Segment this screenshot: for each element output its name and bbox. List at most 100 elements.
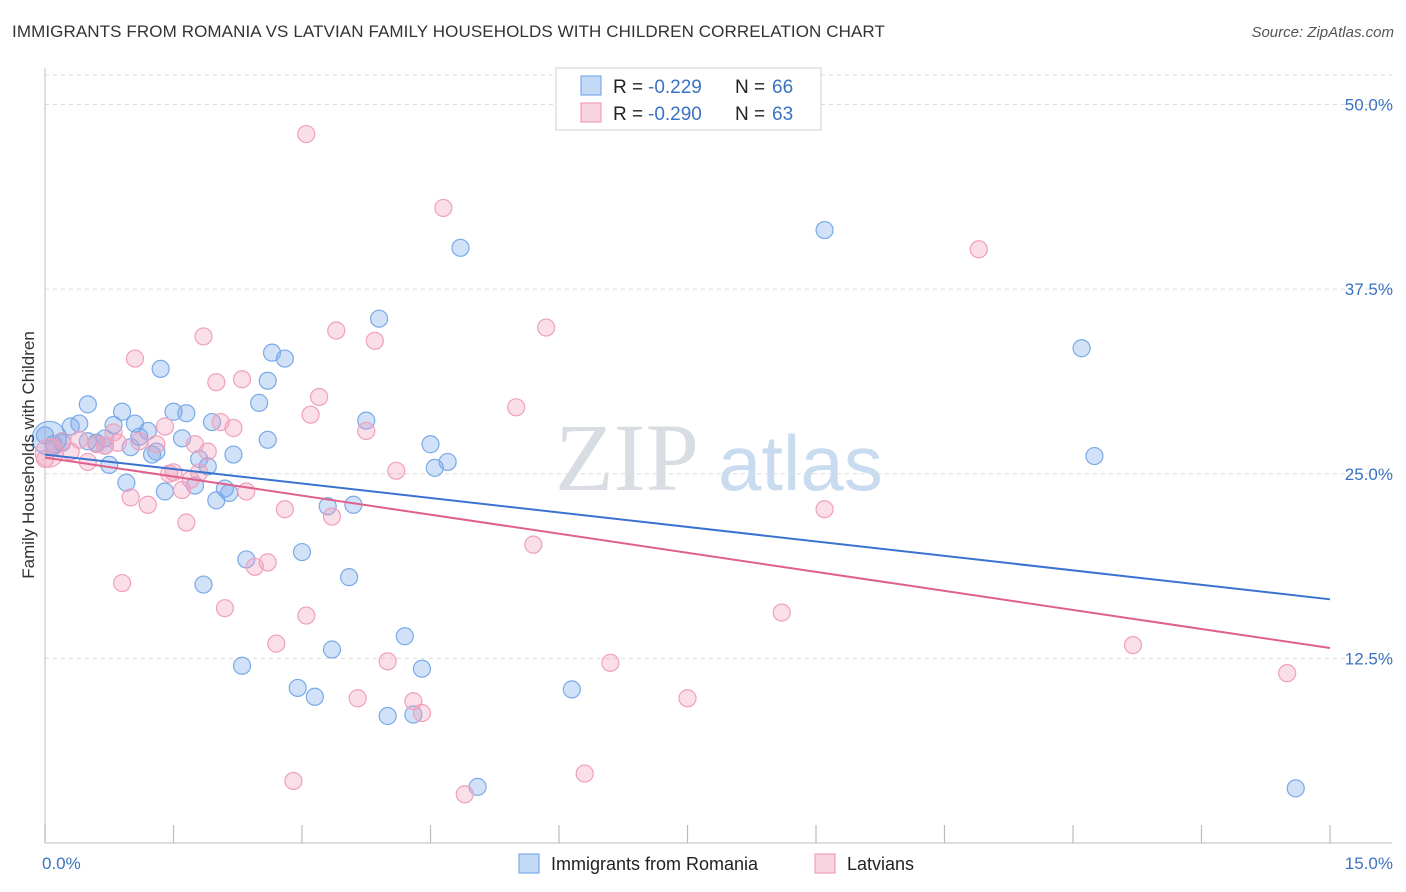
- tick-labels: 12.5% 25.0% 37.5% 50.0% 0.0% 15.0%: [42, 96, 1393, 873]
- y-tick-label: 12.5%: [1345, 649, 1393, 668]
- data-point: [301, 405, 320, 424]
- data-point: [412, 703, 432, 723]
- data-point: [327, 321, 346, 340]
- legend-n-label-romania: N =: [735, 77, 765, 98]
- data-point: [267, 634, 286, 653]
- data-point: [112, 402, 132, 421]
- data-point: [215, 599, 234, 618]
- data-point: [434, 198, 453, 218]
- data-point: [250, 393, 269, 412]
- data-point: [387, 461, 406, 480]
- y-tick-label: 25.0%: [1345, 465, 1393, 484]
- bottom-legend-label-latvians: Latvians: [847, 854, 914, 874]
- data-point: [357, 421, 376, 441]
- legend-r-label-latvians: R =: [613, 104, 643, 125]
- data-point: [357, 411, 376, 430]
- legend-box: R = -0.229 N = 66 R = -0.290 N = 63: [555, 67, 822, 131]
- data-point: [815, 500, 834, 519]
- data-point: [537, 318, 556, 337]
- data-point: [258, 553, 277, 572]
- data-point: [100, 455, 119, 475]
- data-point: [275, 349, 294, 368]
- bottom-legend-swatch-latvians: [814, 853, 836, 874]
- watermark-atlas: atlas: [718, 419, 883, 507]
- data-point: [772, 603, 791, 622]
- data-point: [378, 652, 397, 671]
- data-point: [258, 430, 277, 449]
- data-point: [524, 535, 543, 554]
- data-point-cluster: [34, 438, 64, 468]
- legend-swatch-romania: [580, 75, 602, 96]
- data-point: [562, 680, 581, 699]
- data-point: [969, 240, 988, 259]
- series-latvians: [35, 124, 1297, 804]
- data-point: [104, 423, 123, 442]
- data-point: [224, 418, 243, 438]
- data-point: [155, 417, 175, 436]
- data-point: [370, 309, 389, 328]
- data-point: [104, 415, 123, 435]
- trend-line-romania: [44, 453, 1331, 601]
- data-point: [297, 606, 316, 625]
- data-point: [275, 500, 294, 519]
- data-point: [198, 442, 217, 461]
- y-axis-label: Family Households with Children: [19, 331, 38, 579]
- y-tick-label: 50.0%: [1345, 96, 1393, 115]
- bottom-legend: Immigrants from Romania Latvians: [518, 853, 914, 874]
- data-point: [121, 488, 140, 507]
- data-point: [455, 785, 474, 804]
- data-point: [151, 359, 170, 379]
- data-point: [365, 331, 384, 350]
- data-point: [438, 452, 457, 472]
- watermark-zip: ZIP: [555, 404, 699, 511]
- legend-n-value-romania: 66: [772, 77, 793, 98]
- data-point: [155, 482, 175, 501]
- data-point: [177, 513, 196, 532]
- data-point: [224, 445, 243, 464]
- data-point: [322, 640, 342, 659]
- data-point: [305, 687, 324, 706]
- data-point: [1286, 779, 1305, 798]
- data-point: [130, 432, 149, 451]
- data-point: [112, 573, 132, 593]
- data-point: [258, 371, 277, 390]
- data-point: [232, 656, 252, 675]
- data-point: [421, 435, 440, 454]
- legend-r-value-latvians: -0.290: [648, 104, 702, 125]
- data-point: [1123, 635, 1143, 655]
- data-point: [284, 771, 303, 791]
- data-point: [207, 373, 226, 392]
- chart-title: IMMIGRANTS FROM ROMANIA VS LATVIAN FAMIL…: [12, 22, 885, 41]
- data-point: [70, 414, 89, 433]
- data-point: [194, 327, 213, 346]
- data-point: [70, 430, 89, 449]
- data-point: [117, 473, 136, 492]
- data-point: [220, 483, 239, 503]
- data-point: [815, 220, 834, 240]
- data-point: [288, 678, 307, 698]
- data-point: [348, 689, 367, 708]
- data-point: [378, 706, 397, 726]
- trend-lines: [44, 453, 1331, 650]
- data-point: [601, 653, 620, 672]
- data-point: [340, 568, 359, 587]
- data-point: [678, 689, 697, 708]
- data-point: [177, 404, 196, 423]
- data-point: [310, 387, 329, 407]
- data-point: [232, 370, 252, 389]
- source-label: Source: ZipAtlas.com: [1251, 24, 1394, 41]
- data-point: [451, 238, 470, 257]
- x-tick-label-max: 15.0%: [1345, 854, 1393, 873]
- legend-r-label-romania: R =: [613, 77, 643, 98]
- bottom-legend-label-romania: Immigrants from Romania: [551, 854, 759, 874]
- data-point: [322, 507, 342, 526]
- data-point: [575, 764, 594, 783]
- legend-n-value-latvians: 63: [772, 104, 793, 125]
- data-point: [412, 659, 432, 678]
- data-point: [147, 442, 166, 461]
- data-point: [292, 542, 312, 562]
- legend-swatch-latvians: [580, 102, 602, 123]
- data-point: [297, 124, 316, 144]
- data-point: [1085, 446, 1104, 466]
